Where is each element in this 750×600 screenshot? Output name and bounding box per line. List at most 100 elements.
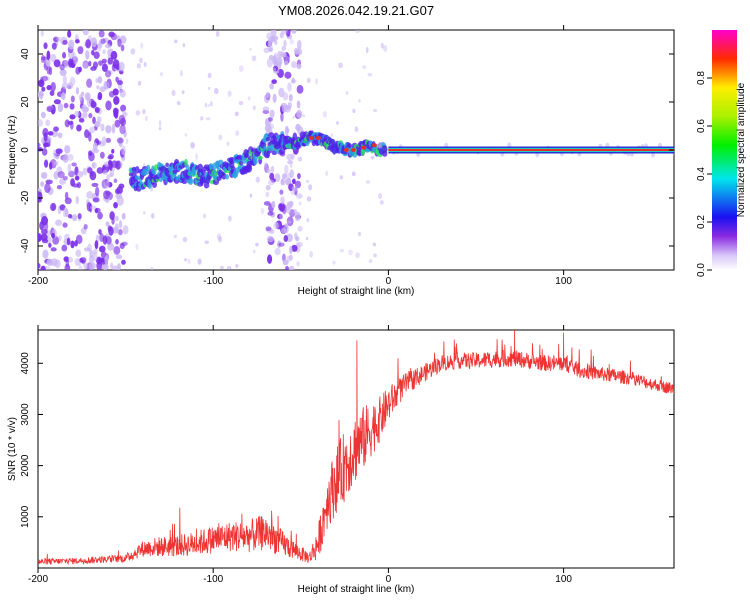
spectrogram-noise-blob	[184, 133, 188, 137]
spectrogram-noise-blob	[90, 37, 98, 48]
spectrogram-noise-blob	[255, 242, 259, 247]
spectrogram-noise-blob	[108, 226, 114, 236]
spectrogram-noise-blob	[284, 125, 289, 136]
spectrogram-noise-blob	[86, 167, 93, 174]
spectrogram-noise-blob	[108, 90, 115, 98]
spectrogram-noise-blob	[281, 45, 287, 51]
spectrogram-noise-blob	[111, 167, 116, 172]
spectrogram-noise-blob	[46, 50, 51, 61]
spectrogram-noise-blob	[135, 110, 141, 116]
spectrogram-noise-blob	[119, 89, 126, 98]
spectrogram-noise-blob	[38, 91, 41, 98]
spectrogram-noise-blob	[105, 137, 112, 143]
spectrogram-noise-blob	[105, 125, 112, 134]
spectrogram-noise-blob	[78, 265, 83, 270]
spectrogram-noise-blob	[270, 165, 275, 173]
spectrogram-peak	[343, 148, 349, 152]
spectrogram-noise-blob	[43, 42, 48, 50]
spectrogram-noise-blob	[287, 160, 294, 165]
colorbar-tick-label: 0.0	[696, 263, 707, 277]
spectrogram-ridge-blob	[246, 164, 253, 173]
spectrogram-noise-blob	[280, 178, 285, 186]
snr-y-tick-label: 3000	[20, 403, 31, 426]
spectrogram-noise-blob	[373, 253, 377, 258]
spectrogram-y-ticks: -40 -20 0 20 40	[20, 48, 674, 253]
spectrogram-noise-blob	[182, 236, 188, 243]
spectrogram-noise-blob	[63, 59, 70, 69]
spectrogram-noise-blob	[226, 141, 230, 147]
spectrogram-noise-blob	[82, 30, 89, 36]
spectrogram-noise-blob	[83, 223, 88, 230]
spectrogram-noise-blob	[203, 213, 206, 219]
spectrogram-noise-blob	[57, 171, 65, 179]
spectrogram-noise-blob	[272, 65, 279, 72]
colorbar: 0.0 0.2 0.4 0.6 0.8 Normalized spectral ampl…	[696, 30, 747, 277]
spectrogram-noise-blob	[280, 227, 287, 234]
spectrogram-noise-blob	[137, 81, 142, 86]
spectrogram-ridge-blob	[143, 169, 150, 175]
spectrogram-noise-blob	[116, 137, 124, 144]
spectrogram-noise-blob	[83, 247, 91, 252]
spectrogram-noise-blob	[92, 116, 96, 125]
spectrogram-noise-blob	[84, 106, 89, 113]
spectrogram-noise-blob	[89, 126, 96, 134]
spectrogram-noise-blob	[287, 82, 292, 92]
spectrogram-noise-blob	[46, 84, 52, 91]
spectrogram-noise-blob	[70, 95, 75, 103]
spectrogram-noise-blob	[67, 30, 72, 38]
spectrogram-noise-blob	[176, 101, 181, 106]
spectrogram-noise-blob	[38, 234, 42, 242]
spectrogram-noise-blob	[118, 61, 125, 72]
spectrogram-noise-blob	[269, 123, 275, 130]
spectrogram-noise-blob	[107, 159, 113, 166]
spectrogram-noise-blob	[365, 180, 371, 184]
spectrogram-noise-blob	[65, 258, 70, 268]
spectrogram-noise-blob	[352, 108, 356, 114]
spectrogram-noise-blob	[271, 200, 276, 209]
spectrogram-noise-blob	[187, 258, 191, 264]
spectrogram-noise-blob	[52, 149, 57, 159]
spectrogram-noise-blob	[83, 262, 88, 270]
spectrogram-ridge-blob	[265, 136, 271, 142]
spectrogram-noise-blob	[121, 259, 126, 265]
spectrogram-noise-blob	[291, 185, 298, 192]
spectrogram-noise-blob	[56, 185, 63, 190]
spectrogram-x-tick-label: -100	[203, 276, 223, 287]
spectrogram-y-tick-label: -40	[20, 238, 31, 253]
spectrogram-noise-blob	[115, 193, 123, 200]
spectrogram-noise-blob	[280, 50, 284, 54]
spectrogram-ridge-blob	[377, 142, 382, 149]
spectrogram-noise-blob	[104, 180, 110, 189]
spectrogram-noise-blob	[249, 193, 253, 198]
spectrogram-noise-blob	[195, 153, 198, 160]
spectrogram-noise-blob	[76, 124, 82, 132]
spectrogram-noise-blob	[264, 161, 268, 168]
spectrogram-noise-blob	[86, 97, 92, 108]
spectrogram-noise-blob	[115, 254, 123, 260]
snr-series-line	[38, 330, 674, 566]
spectrogram-noise-blob	[41, 238, 49, 244]
spectrogram-noise-blob	[357, 231, 362, 237]
spectrogram-noise-blob	[270, 30, 277, 37]
spectrogram-noise-blob	[92, 197, 100, 203]
spectrogram-noise-blob	[205, 117, 211, 121]
spectrogram-noise-blob	[108, 153, 114, 160]
spectrogram-noise-blob	[113, 201, 118, 209]
spectrogram-noise-blob	[266, 168, 271, 174]
spectrogram-noise-blob	[136, 63, 141, 69]
spectrogram-noise-blob	[120, 117, 127, 127]
spectrogram-noise-blob	[301, 114, 306, 118]
spectrogram-ridge	[128, 130, 674, 192]
spectrogram-noise-blob	[98, 60, 104, 66]
spectrogram-noise-blob	[330, 133, 333, 138]
spectrogram-noise-blob	[75, 249, 82, 257]
spectrogram-noise-blob	[70, 240, 75, 249]
spectrogram-noise-blob	[96, 167, 104, 174]
spectrogram-noise-blob	[280, 30, 288, 35]
spectrogram-noise-blob	[247, 96, 251, 101]
spectrogram-noise-blob	[38, 147, 43, 152]
snr-x-label: Height of straight line (km)	[298, 584, 415, 595]
spectrogram-ridge-blob	[292, 132, 298, 141]
spectrogram-ridge-blob	[382, 150, 388, 157]
spectrogram-noise-blob	[85, 39, 91, 49]
